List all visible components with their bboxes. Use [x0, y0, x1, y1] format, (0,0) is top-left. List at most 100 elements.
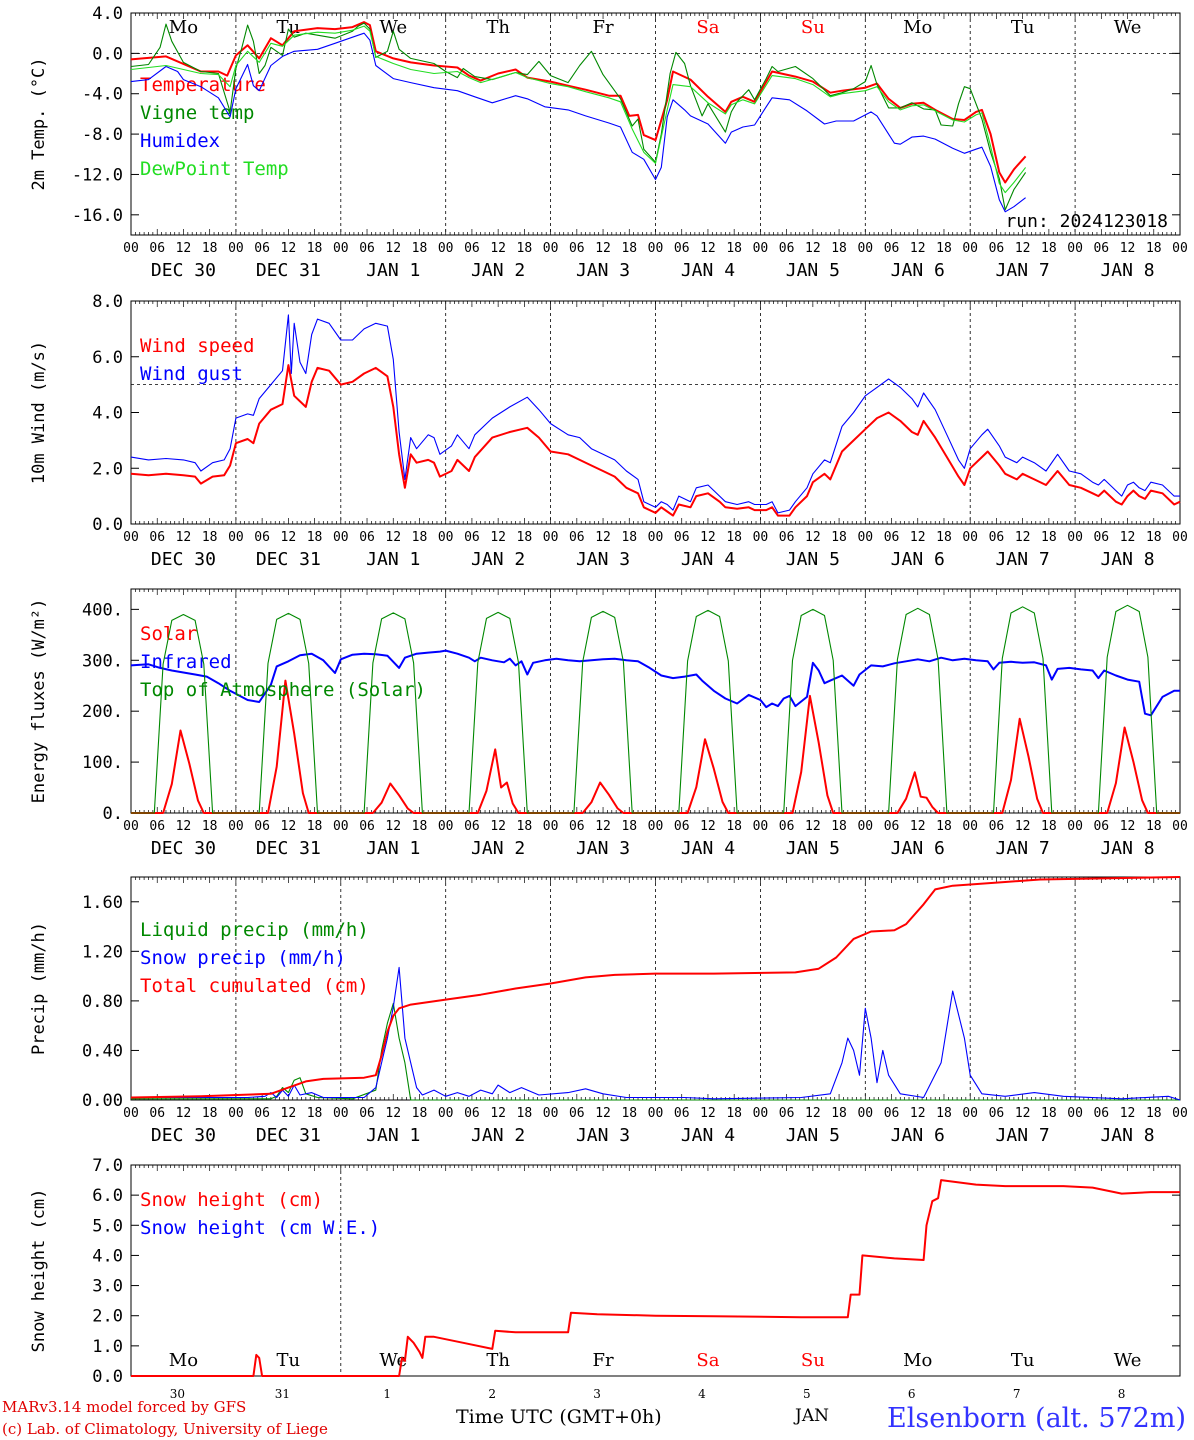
hour-label: 00	[648, 819, 664, 834]
hour-label: 12	[1015, 819, 1031, 834]
legend-entry: Top of Atmosphere (Solar)	[140, 679, 426, 701]
y-tick-label: 2.0	[92, 1307, 123, 1327]
hour-label: 00	[228, 819, 244, 834]
hour-label: 00	[228, 241, 244, 256]
hour-label: 06	[884, 241, 900, 256]
y-axis-label: 2m Temp. (°C)	[29, 57, 49, 190]
hour-label: 18	[307, 819, 323, 834]
hour-label: 06	[254, 241, 270, 256]
date-label: DEC 30	[151, 1125, 216, 1146]
legend-entry: Wind gust	[140, 363, 243, 385]
date-label: JAN 8	[1100, 549, 1154, 570]
date-label: JAN 2	[471, 260, 525, 281]
series-line	[130, 32, 1026, 213]
hour-label: 06	[569, 1106, 585, 1121]
series-line	[131, 1179, 1180, 1377]
day-number-label: 1	[383, 1387, 391, 1401]
hour-label: 18	[621, 530, 637, 545]
y-tick-label: 4.0	[92, 4, 123, 24]
legend-entry: Humidex	[140, 130, 220, 152]
series-line	[130, 314, 1180, 514]
hour-label: 06	[779, 1106, 795, 1121]
date-label: JAN 7	[996, 838, 1050, 859]
hour-label: 12	[1120, 1106, 1136, 1121]
date-label: DEC 31	[256, 260, 321, 281]
day-number-label: 3	[593, 1387, 601, 1401]
hour-label: 18	[1041, 241, 1057, 256]
hour-label: 18	[831, 1106, 847, 1121]
hour-label: 00	[438, 1106, 454, 1121]
hour-label: 06	[569, 241, 585, 256]
hour-label: 12	[910, 1106, 926, 1121]
hour-label: 18	[726, 1106, 742, 1121]
date-label: JAN 6	[891, 260, 945, 281]
y-tick-label: 8.0	[92, 292, 123, 312]
date-label: JAN 3	[576, 838, 630, 859]
hour-label: 00	[962, 241, 978, 256]
date-label: JAN 7	[996, 1125, 1050, 1146]
y-tick-label: 300.	[82, 651, 123, 671]
hour-label: 00	[753, 241, 769, 256]
weekday-label: Fr	[593, 17, 614, 38]
time-axis-label: Time UTC (GMT+0h)	[456, 1406, 662, 1428]
hour-label: 00	[543, 819, 559, 834]
hour-label: 12	[910, 530, 926, 545]
hour-label: 18	[517, 241, 533, 256]
date-label: JAN 1	[366, 1125, 420, 1146]
date-label: JAN 2	[471, 1125, 525, 1146]
hour-label: 06	[1093, 530, 1109, 545]
day-number-label: 4	[698, 1387, 706, 1401]
hour-label: 06	[779, 530, 795, 545]
hour-label: 12	[700, 530, 716, 545]
y-tick-label: 1.20	[82, 942, 123, 962]
hour-label: 12	[281, 1106, 297, 1121]
hour-label: 06	[779, 241, 795, 256]
hour-label: 12	[1015, 1106, 1031, 1121]
y-tick-label: 4.0	[92, 404, 123, 424]
hour-label: 06	[464, 819, 480, 834]
hour-label: 18	[412, 1106, 428, 1121]
hour-label: 12	[385, 1106, 401, 1121]
date-label: JAN 3	[576, 1125, 630, 1146]
date-label: JAN 2	[471, 549, 525, 570]
series-line	[130, 876, 1181, 1099]
legend-entry: Wind speed	[140, 335, 254, 357]
hour-label: 00	[753, 1106, 769, 1121]
weekday-label: We	[379, 17, 407, 38]
hour-label: 06	[149, 1106, 165, 1121]
y-axis-label: 10m Wind (m/s)	[29, 341, 49, 484]
hour-label: 18	[726, 241, 742, 256]
hour-label: 00	[1067, 530, 1083, 545]
weekday-label: Th	[486, 17, 510, 38]
hour-label: 00	[438, 530, 454, 545]
hour-label: 12	[281, 241, 297, 256]
hour-label: 06	[359, 1106, 375, 1121]
hour-label: 12	[805, 530, 821, 545]
hour-label: 00	[1172, 1106, 1188, 1121]
y-tick-label: 100.	[82, 753, 123, 773]
weekday-label: Su	[801, 1350, 825, 1371]
date-label: DEC 31	[256, 838, 321, 859]
y-tick-label: 3.0	[92, 1277, 123, 1297]
month-label: JAN	[795, 1406, 829, 1426]
hour-label: 00	[543, 530, 559, 545]
hour-label: 00	[857, 1106, 873, 1121]
hour-label: 18	[726, 530, 742, 545]
y-tick-label: 6.0	[92, 1186, 123, 1206]
y-tick-label: 1.0	[92, 1337, 123, 1357]
date-label: JAN 4	[681, 1125, 735, 1146]
hour-label: 18	[412, 241, 428, 256]
hour-label: 12	[910, 819, 926, 834]
panel-3: 0. 100. 200. 300. 400. Energy fluxes (W/m²) 00…	[29, 588, 1188, 859]
hour-label: 18	[517, 530, 533, 545]
hour-label: 00	[228, 1106, 244, 1121]
legend-entry: Total cumulated (cm)	[140, 975, 369, 997]
hour-label: 06	[989, 819, 1005, 834]
hour-label: 18	[202, 530, 218, 545]
hour-label: 06	[359, 530, 375, 545]
hour-label: 06	[884, 530, 900, 545]
hour-label: 00	[1067, 819, 1083, 834]
hour-label: 12	[805, 819, 821, 834]
hour-label: 12	[700, 241, 716, 256]
panel-2: 0.0 2.0 4.0 6.0 8.0 10m Wind (m/s) 00 06 12 18 DEC…	[29, 292, 1188, 570]
